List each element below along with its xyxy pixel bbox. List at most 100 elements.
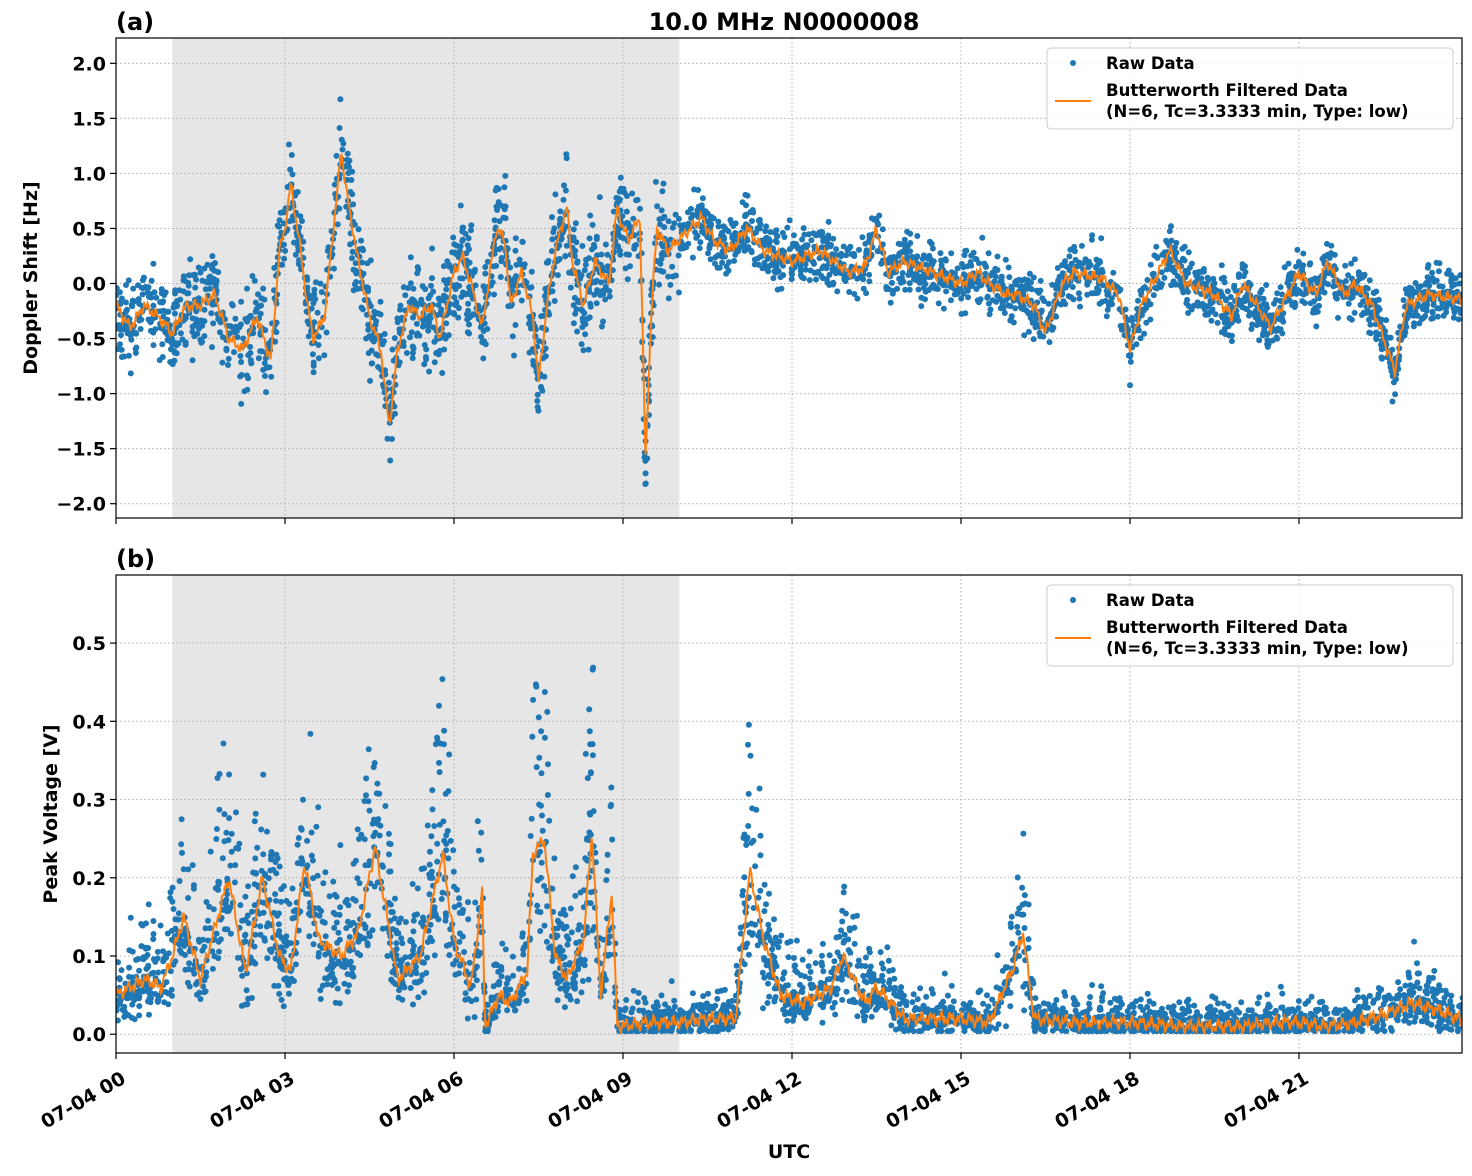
raw-data-point <box>1307 260 1313 266</box>
raw-data-point <box>1109 301 1115 307</box>
raw-data-point <box>1279 316 1285 322</box>
raw-data-point <box>1335 315 1341 321</box>
raw-data-point <box>700 195 706 201</box>
raw-data-point <box>1236 1010 1242 1016</box>
raw-data-point <box>536 714 542 720</box>
raw-data-point <box>1012 305 1018 311</box>
raw-data-point <box>351 287 357 293</box>
raw-data-point <box>121 354 127 360</box>
raw-data-point <box>676 253 682 259</box>
raw-data-point <box>1123 306 1129 312</box>
raw-data-point <box>888 255 894 261</box>
raw-data-point <box>151 342 157 348</box>
raw-data-point <box>999 278 1005 284</box>
raw-data-point <box>826 272 832 278</box>
raw-data-point <box>1416 320 1422 326</box>
raw-data-point <box>1452 305 1458 311</box>
raw-data-point <box>419 866 425 872</box>
raw-data-point <box>812 270 818 276</box>
raw-data-point <box>528 833 534 839</box>
y-tick-label: 0.4 <box>72 711 106 733</box>
raw-data-point <box>962 248 968 254</box>
raw-data-point <box>575 258 581 264</box>
raw-data-point <box>1100 282 1106 288</box>
raw-data-point <box>321 352 327 358</box>
raw-data-point <box>519 298 525 304</box>
raw-data-point <box>1352 310 1358 316</box>
raw-data-point <box>1264 992 1270 998</box>
raw-data-point <box>603 877 609 883</box>
raw-data-point <box>1294 247 1300 253</box>
raw-data-point <box>409 296 415 302</box>
raw-data-point <box>451 241 457 247</box>
raw-data-point <box>1022 285 1028 291</box>
raw-data-point <box>392 896 398 902</box>
raw-data-point <box>202 307 208 313</box>
raw-data-point <box>293 252 299 258</box>
raw-data-point <box>433 350 439 356</box>
raw-data-point <box>430 289 436 295</box>
raw-data-point <box>608 785 614 791</box>
raw-data-point <box>449 249 455 255</box>
raw-data-point <box>839 997 845 1003</box>
raw-data-point <box>136 296 142 302</box>
raw-data-point <box>390 347 396 353</box>
raw-data-point <box>1084 292 1090 298</box>
raw-data-point <box>818 273 824 279</box>
raw-data-point <box>800 245 806 251</box>
raw-data-point <box>235 334 241 340</box>
raw-data-point <box>886 958 892 964</box>
raw-data-point <box>1006 265 1012 271</box>
raw-data-point <box>267 947 273 953</box>
raw-data-point <box>494 207 500 213</box>
raw-data-point <box>234 328 240 334</box>
raw-data-point <box>837 934 843 940</box>
raw-data-point <box>171 906 177 912</box>
raw-data-point <box>962 310 968 316</box>
raw-data-point <box>248 357 254 363</box>
raw-data-point <box>247 344 253 350</box>
y-tick-label: −1.5 <box>56 439 106 461</box>
raw-data-point <box>252 944 258 950</box>
raw-data-point <box>787 217 793 223</box>
raw-data-point <box>667 282 673 288</box>
raw-data-point <box>378 299 384 305</box>
raw-data-point <box>825 233 831 239</box>
raw-data-point <box>1099 299 1105 305</box>
raw-data-point <box>792 962 798 968</box>
raw-data-point <box>976 989 982 995</box>
raw-data-point <box>254 845 260 851</box>
raw-data-point <box>561 197 567 203</box>
raw-data-point <box>485 1002 491 1008</box>
raw-data-point <box>549 214 555 220</box>
raw-data-point <box>1390 399 1396 405</box>
raw-data-point <box>583 262 589 268</box>
raw-data-point <box>315 905 321 911</box>
raw-data-point <box>772 263 778 269</box>
raw-data-point <box>316 954 322 960</box>
raw-data-point <box>1298 290 1304 296</box>
raw-data-point <box>399 997 405 1003</box>
raw-data-point <box>800 957 806 963</box>
raw-data-point <box>690 212 696 218</box>
raw-data-point <box>544 939 550 945</box>
raw-data-point <box>765 1000 771 1006</box>
raw-data-point <box>883 284 889 290</box>
raw-data-point <box>643 470 649 476</box>
raw-data-point <box>847 245 853 251</box>
raw-data-point <box>830 236 836 242</box>
raw-data-point <box>253 300 259 306</box>
raw-data-point <box>345 151 351 157</box>
raw-data-point <box>941 306 947 312</box>
raw-data-point <box>318 996 324 1002</box>
raw-data-point <box>692 229 698 235</box>
raw-data-point <box>380 864 386 870</box>
raw-data-point <box>457 275 463 281</box>
raw-data-point <box>1234 313 1240 319</box>
raw-data-point <box>898 241 904 247</box>
raw-data-point <box>159 300 165 306</box>
raw-data-point <box>482 271 488 277</box>
raw-data-point <box>617 252 623 258</box>
raw-data-point <box>1356 269 1362 275</box>
raw-data-point <box>1384 335 1390 341</box>
